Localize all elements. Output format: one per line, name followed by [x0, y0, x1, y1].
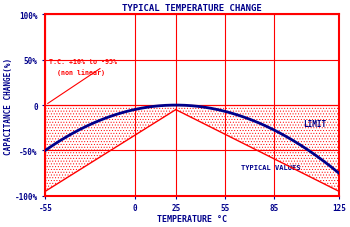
- Text: LIMIT: LIMIT: [303, 119, 326, 128]
- Text: TYPICAL VALUES: TYPICAL VALUES: [241, 164, 300, 170]
- Y-axis label: CAPACITANCE CHANGE(%): CAPACITANCE CHANGE(%): [4, 57, 13, 154]
- Text: T.C. +10% to -95%: T.C. +10% to -95%: [49, 59, 117, 65]
- Text: (non linear): (non linear): [57, 69, 105, 76]
- X-axis label: TEMPERATURE °C: TEMPERATURE °C: [157, 214, 227, 223]
- Title: TYPICAL TEMPERATURE CHANGE: TYPICAL TEMPERATURE CHANGE: [122, 4, 262, 13]
